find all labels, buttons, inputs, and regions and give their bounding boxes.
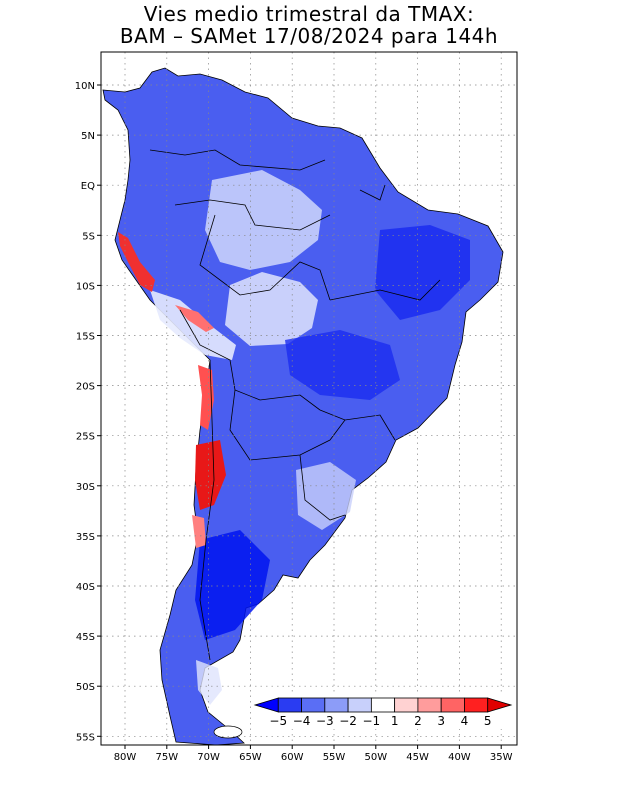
- latitude-tick-label: 50S: [76, 682, 95, 693]
- longitude-tick-label: 70W: [197, 752, 220, 763]
- colorbar-swatch: [370, 697, 396, 713]
- longitude-tick-label: 60W: [281, 752, 304, 763]
- longitude-tick-label: 40W: [448, 752, 471, 763]
- colorbar-swatch: [417, 697, 442, 713]
- colorbar-swatch: [394, 697, 419, 713]
- latitude-tick-label: 10S: [76, 281, 95, 292]
- longitude-tick-label: 55W: [323, 752, 346, 763]
- longitude-tick-label: 65W: [239, 752, 262, 763]
- longitude-tick-label: 50W: [364, 752, 387, 763]
- lighter-bias-region-pampas: [296, 462, 356, 530]
- colorbar-swatch: [301, 697, 326, 713]
- map-title-line2: BAM – SAMet 17/08/2024 para 144h: [119, 24, 499, 48]
- map-title-line1: Vies medio trimestral da TMAX:: [143, 2, 475, 26]
- colorbar-label: 2: [414, 714, 422, 728]
- map-frame: [100, 51, 518, 746]
- colorbar-label: 1: [391, 714, 399, 728]
- lighter-bias-region-central: [225, 272, 318, 346]
- country-borders: [149, 149, 441, 661]
- latitude-tick-label: EQ: [81, 181, 95, 192]
- colorbar-label: 5: [484, 714, 492, 728]
- longitude-tick-label: 80W: [114, 752, 137, 763]
- latitude-tick-label: 15S: [76, 332, 95, 343]
- colorbar: −5 −4 −3 −2 −1 1 2 3 4 5: [253, 695, 513, 729]
- latitude-tick-label: 35S: [76, 532, 95, 543]
- colorbar-label: −3: [316, 714, 334, 728]
- colorbar-label: 4: [461, 714, 469, 728]
- latitude-labels: 10N 5N EQ 5S 10S 15S 20S 25S 30S 35S 40S 45S 50S 55S: [75, 81, 101, 743]
- colorbar-arrow-high: [487, 697, 513, 713]
- latitude-tick-label: 40S: [76, 582, 95, 593]
- latitude-tick-label: 25S: [76, 432, 95, 443]
- positive-bias-chile-north: [198, 365, 214, 430]
- positive-bias-andes-south-peru: [175, 305, 214, 332]
- lighter-bias-region-north: [205, 170, 322, 270]
- positive-bias-chile-south: [192, 515, 206, 548]
- latitude-tick-label: 30S: [76, 482, 95, 493]
- longitude-tick-label: 35W: [490, 752, 513, 763]
- colorbar-label: −2: [339, 714, 357, 728]
- colorbar-swatch: [464, 697, 489, 713]
- strong-negative-bias-patagonia: [195, 530, 270, 640]
- tierra-del-fuego-gap: [213, 725, 243, 739]
- lighter-bias-region-andes: [150, 290, 236, 360]
- longitude-tick-label: 45W: [406, 752, 429, 763]
- latitude-tick-label: 45S: [76, 632, 95, 643]
- colorbar-label: −4: [293, 714, 311, 728]
- latitude-tick-label: 10N: [75, 81, 95, 92]
- lighter-bias-region-south: [196, 660, 222, 705]
- longitude-labels: 80W 75W 70W 65W 60W 55W 50W 45W 40W 35W: [114, 745, 513, 763]
- colorbar-swatch: [324, 697, 349, 713]
- colorbar-swatch: [440, 697, 465, 713]
- strong-negative-bias-east: [375, 225, 470, 320]
- colorbar-swatch: [277, 697, 302, 713]
- latitude-tick-label: 20S: [76, 382, 95, 393]
- latitude-tick-label: 5N: [81, 131, 95, 142]
- strong-negative-bias-center: [285, 330, 400, 400]
- latitude-tick-label: 55S: [76, 732, 95, 743]
- colorbar-label: −5: [269, 714, 287, 728]
- latitude-tick-label: 5S: [82, 231, 95, 242]
- colorbar-label: −1: [363, 714, 381, 728]
- colorbar-swatch: [347, 697, 372, 713]
- positive-bias-peru-coast: [118, 232, 155, 292]
- longitude-tick-label: 75W: [155, 752, 178, 763]
- positive-bias-chile-central: [195, 440, 226, 510]
- map-gridlines: [101, 52, 517, 745]
- colorbar-label: 3: [437, 714, 445, 728]
